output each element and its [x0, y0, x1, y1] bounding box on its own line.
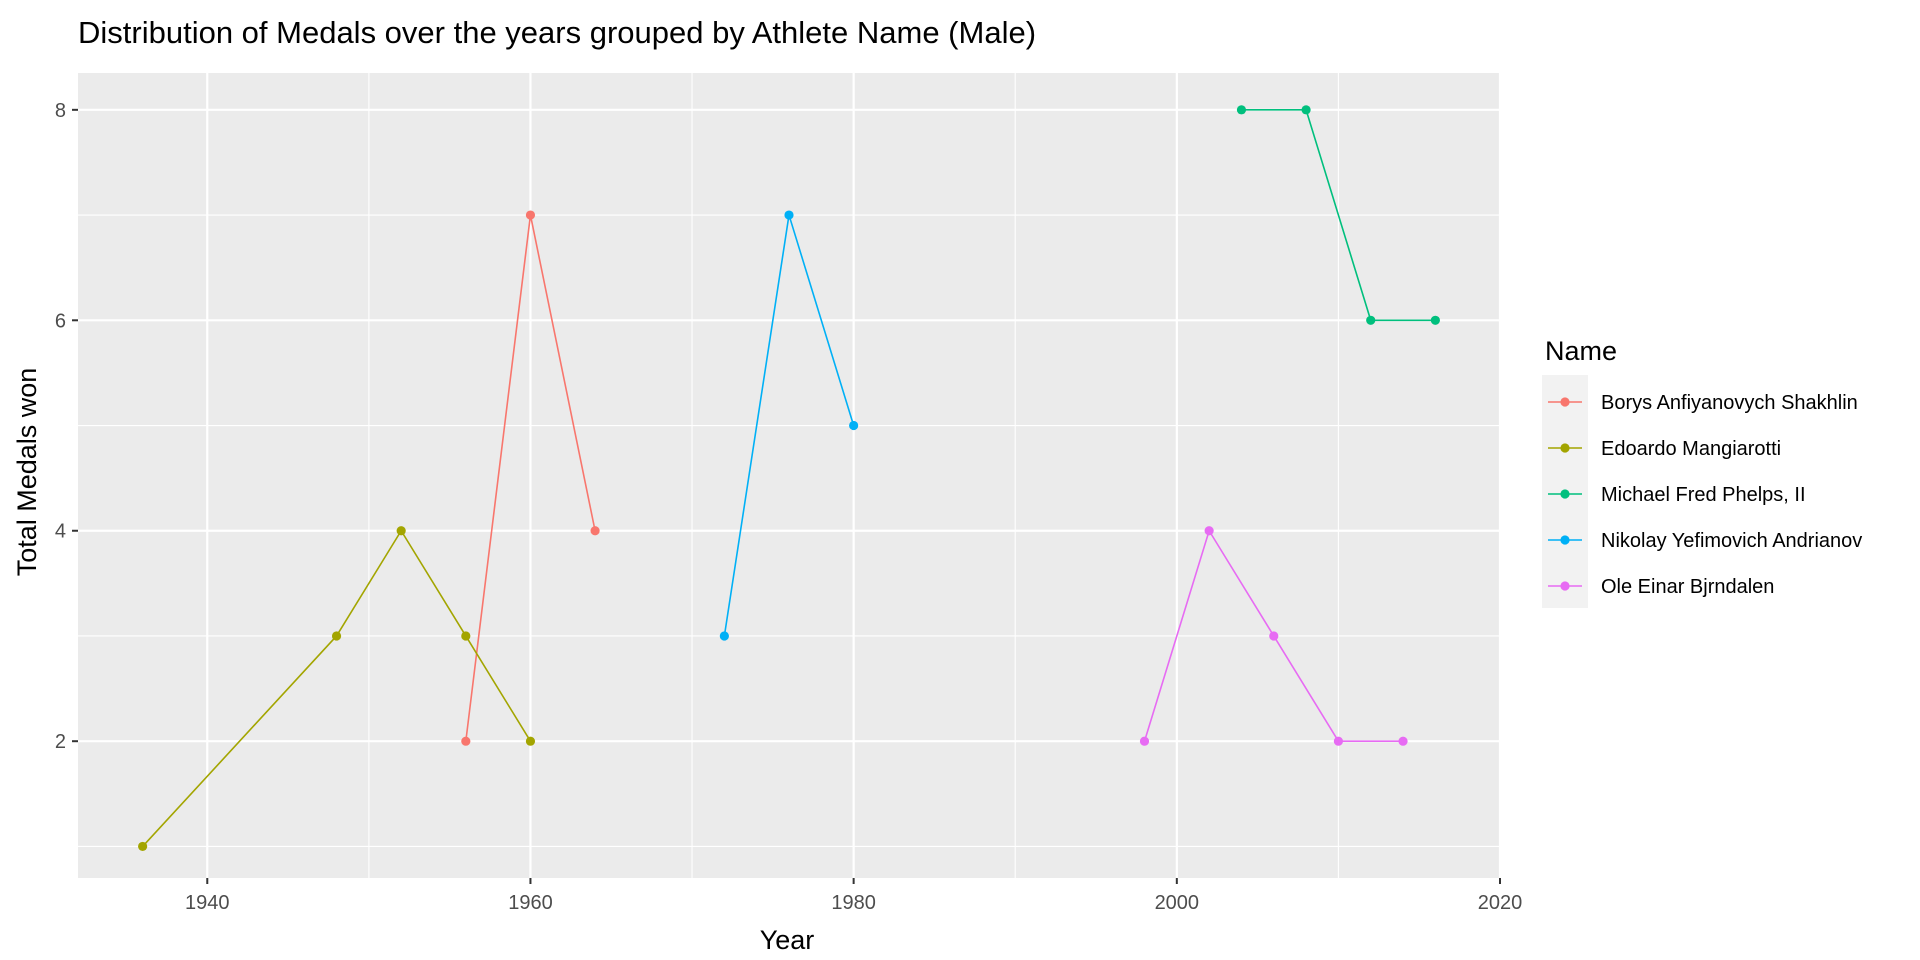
y-tick-label: 4	[55, 521, 66, 543]
data-point	[1204, 526, 1214, 536]
legend-key-point	[1560, 489, 1570, 499]
chart-title: Distribution of Medals over the years gr…	[78, 15, 1036, 50]
x-tick-label: 2020	[1478, 892, 1523, 914]
legend-key-point	[1560, 443, 1570, 453]
legend: Name Borys Anfiyanovych Shakhlin Edoardo …	[1542, 336, 1862, 608]
data-point	[461, 736, 471, 746]
legend-item: Nikolay Yefimovich Andrianov	[1548, 530, 1862, 552]
series-5	[1139, 526, 1408, 746]
x-tick-label: 1940	[185, 892, 230, 914]
series-1	[461, 210, 600, 746]
x-axis-title: Year	[760, 925, 815, 955]
x-tick-label: 1960	[508, 892, 553, 914]
data-point	[331, 631, 342, 641]
plot-panel	[78, 73, 1500, 878]
data-point	[1139, 736, 1150, 746]
legend-label: Ole Einar Bjrndalen	[1601, 576, 1774, 598]
data-point	[1301, 105, 1311, 115]
data-point	[719, 631, 729, 641]
y-axis: 2 4 6 8	[55, 100, 78, 753]
series-layer	[138, 105, 1440, 852]
data-point	[1333, 736, 1344, 746]
data-point	[784, 210, 794, 220]
legend-label: Michael Fred Phelps, II	[1601, 484, 1806, 506]
legend-item: Ole Einar Bjrndalen	[1548, 576, 1774, 598]
legend-title: Name	[1545, 336, 1617, 366]
data-point	[1236, 105, 1247, 115]
y-tick-label: 8	[55, 100, 66, 122]
legend-label: Edoardo Mangiarotti	[1601, 438, 1781, 460]
x-axis: 1940 1960 1980 2000 2020	[185, 878, 1522, 914]
series-line	[1241, 109, 1436, 322]
data-point	[1430, 315, 1440, 325]
series-2	[138, 526, 536, 852]
legend-item: Michael Fred Phelps, II	[1548, 484, 1806, 506]
data-point	[461, 631, 471, 641]
x-tick-label: 1980	[831, 892, 876, 914]
y-tick-label: 2	[55, 731, 66, 753]
legend-key-point	[1560, 535, 1570, 545]
grid-minor	[78, 73, 1500, 878]
data-point	[1269, 631, 1279, 641]
legend-label: Nikolay Yefimovich Andrianov	[1601, 530, 1862, 552]
data-point	[138, 841, 148, 852]
series-4	[719, 210, 859, 641]
data-point	[849, 420, 859, 431]
legend-key-point	[1560, 581, 1570, 591]
legend-item: Edoardo Mangiarotti	[1548, 438, 1781, 460]
data-point	[396, 526, 406, 536]
grid-major	[78, 73, 1502, 878]
series-3	[1236, 105, 1440, 325]
legend-items: Borys Anfiyanovych Shakhlin Edoardo Mangi…	[1548, 392, 1862, 598]
y-tick-label: 6	[55, 310, 66, 332]
legend-item: Borys Anfiyanovych Shakhlin	[1548, 392, 1858, 414]
data-point	[590, 526, 600, 536]
x-tick-label: 2000	[1155, 892, 1200, 914]
data-point	[1366, 315, 1376, 325]
legend-label: Borys Anfiyanovych Shakhlin	[1601, 392, 1858, 414]
data-point	[525, 210, 536, 220]
data-point	[525, 736, 536, 746]
y-axis-title: Total Medals won	[12, 368, 42, 577]
legend-key-point	[1560, 397, 1570, 407]
data-point	[1398, 736, 1408, 746]
